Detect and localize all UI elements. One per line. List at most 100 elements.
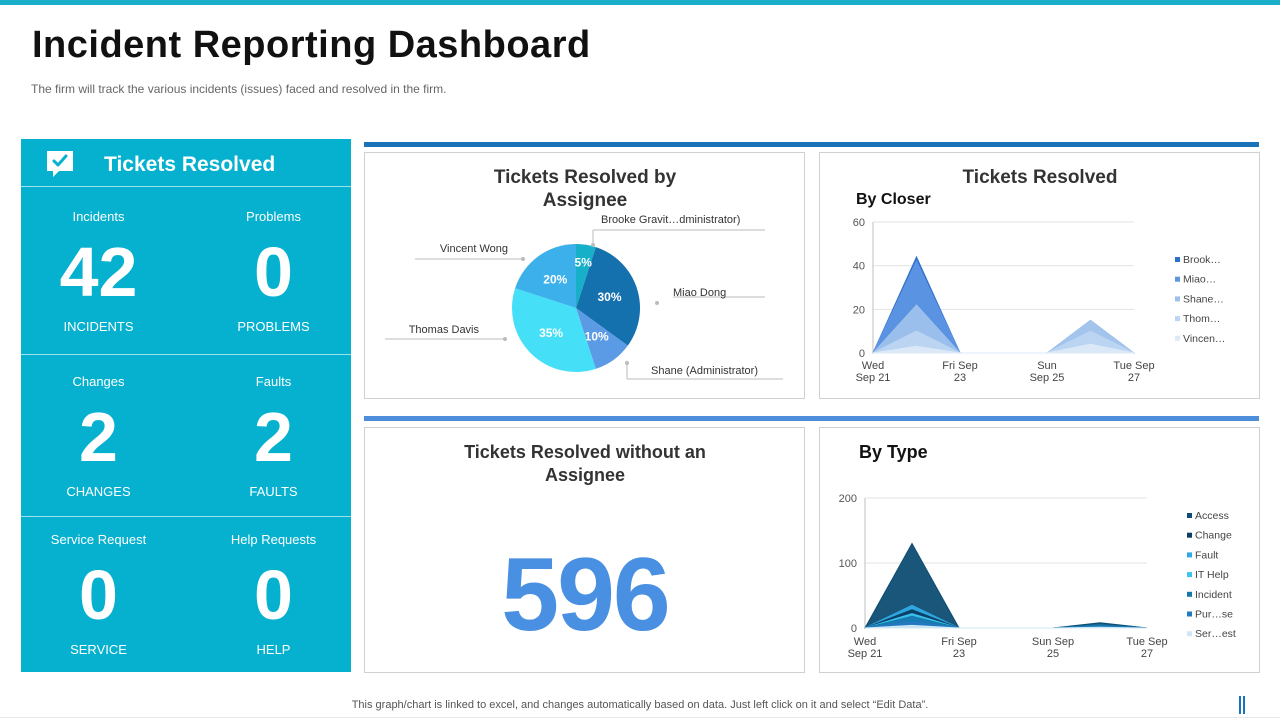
footer-marker bbox=[1243, 696, 1245, 714]
x-tick-label: Sun Sep bbox=[1032, 636, 1074, 648]
legend-label: Pur…se bbox=[1195, 609, 1233, 621]
x-tick-label: 27 bbox=[1128, 372, 1140, 384]
metric-service: Service Request 0 SERVICE bbox=[21, 532, 176, 657]
footer-note: This graph/chart is linked to excel, and… bbox=[351, 699, 929, 711]
x-tick-label: Wed bbox=[862, 360, 884, 372]
x-tick-label: 27 bbox=[1141, 648, 1153, 660]
legend-label: Change bbox=[1195, 530, 1232, 542]
metric-label: Service Request bbox=[50, 532, 147, 547]
pie-card[interactable]: Tickets Resolved by Assignee 30% Miao Don… bbox=[364, 152, 805, 399]
pie-slice bbox=[576, 247, 641, 346]
x-tick-label: Tue Sep bbox=[1113, 360, 1154, 372]
panel-divider bbox=[21, 354, 351, 355]
no-assignee-title: Tickets Resolved without an Assignee bbox=[435, 441, 735, 487]
metric-caption: HELP bbox=[256, 642, 291, 657]
metric-caption: CHANGES bbox=[66, 484, 131, 499]
metric-label: Problems bbox=[246, 209, 301, 224]
pie-slice bbox=[515, 244, 576, 308]
legend-swatch bbox=[1175, 276, 1180, 282]
pie-slice-label: Vincent Wong bbox=[440, 243, 508, 255]
x-tick-label: Fri Sep bbox=[941, 636, 976, 648]
legend-label: IT Help bbox=[1195, 569, 1229, 581]
footer-divider bbox=[0, 717, 1280, 718]
legend-label: Shane… bbox=[1183, 293, 1224, 305]
panel-title: Tickets Resolved bbox=[104, 153, 276, 176]
x-tick-label: 25 bbox=[1047, 648, 1059, 660]
page-title: Incident Reporting Dashboard bbox=[32, 24, 591, 66]
y-tick-label: 100 bbox=[839, 558, 857, 570]
panel-header: Tickets Resolved bbox=[21, 139, 351, 187]
legend-label: Vincen… bbox=[1183, 333, 1225, 345]
pie-slice bbox=[576, 244, 596, 308]
metric-value: 0 bbox=[254, 233, 293, 311]
ticket-check-icon bbox=[47, 151, 73, 177]
metric-problems: Problems 0 PROBLEMS bbox=[196, 209, 351, 334]
by-closer-card[interactable]: Tickets Resolved By Closer 0 20 40 60 Wed Sep… bbox=[819, 152, 1260, 399]
pie-slice-percent: 20% bbox=[543, 273, 567, 287]
section-accent-line bbox=[364, 416, 1259, 421]
x-tick-label: Tue Sep bbox=[1126, 636, 1167, 648]
footer-marker bbox=[1239, 696, 1241, 714]
metric-label: Help Requests bbox=[230, 532, 317, 547]
top-accent-bar bbox=[0, 0, 1280, 5]
tickets-resolved-panel: Tickets Resolved Incidents 42 INCIDENTS … bbox=[21, 139, 351, 672]
pie-slice-percent: 30% bbox=[597, 290, 621, 304]
area-series bbox=[864, 624, 1148, 629]
pie-title-line2: Assignee bbox=[542, 190, 628, 211]
legend-swatch bbox=[1187, 532, 1192, 538]
legend-swatch bbox=[1187, 552, 1192, 558]
pie-leader-dot bbox=[655, 301, 659, 305]
by-type-card[interactable]: By Type 0 100 200 Wed Sep 21 Fri Sep 23 Sun Sep… bbox=[819, 427, 1260, 673]
legend-swatch bbox=[1175, 335, 1180, 341]
y-tick-label: 0 bbox=[851, 623, 857, 635]
x-tick-label: 23 bbox=[954, 372, 966, 384]
pie-slice-label: Miao Dong bbox=[673, 287, 726, 299]
metric-caption: PROBLEMS bbox=[237, 319, 310, 334]
metric-help: Help Requests 0 HELP bbox=[196, 532, 351, 657]
by-type-title: By Type bbox=[859, 442, 928, 462]
pie-slice-label: Thomas Davis bbox=[409, 324, 480, 336]
x-tick-label: Wed bbox=[854, 636, 876, 648]
pie-slice-percent: 5% bbox=[575, 256, 593, 270]
x-tick-label: Sep 25 bbox=[1030, 372, 1065, 384]
pie-chart-title: Tickets Resolved by Assignee bbox=[475, 166, 695, 212]
page-subtitle: The firm will track the various incident… bbox=[31, 82, 447, 96]
metric-value: 0 bbox=[79, 556, 118, 634]
x-tick-label: Sep 21 bbox=[856, 372, 891, 384]
legend-label: Miao… bbox=[1183, 274, 1216, 286]
legend-label: Ser…est bbox=[1195, 628, 1236, 640]
metric-incidents: Incidents 42 INCIDENTS bbox=[21, 209, 176, 334]
pie-title-line1: Tickets Resolved by bbox=[493, 167, 677, 188]
pie-slice-label: Shane (Administrator) bbox=[651, 365, 758, 377]
legend-label: Incident bbox=[1195, 589, 1232, 601]
metric-value: 2 bbox=[254, 398, 293, 476]
pie-slice bbox=[576, 308, 628, 369]
metric-label: Incidents bbox=[72, 209, 125, 224]
metric-caption: SERVICE bbox=[70, 642, 127, 657]
metric-value: 2 bbox=[79, 398, 118, 476]
resolved-card-title: Tickets Resolved bbox=[962, 167, 1118, 188]
metric-caption: INCIDENTS bbox=[63, 319, 134, 334]
y-tick-label: 40 bbox=[853, 261, 865, 273]
no-assignee-value: 596 bbox=[501, 537, 671, 653]
pie-slice bbox=[511, 288, 596, 373]
x-tick-label: Sun bbox=[1037, 360, 1057, 372]
metric-label: Faults bbox=[255, 374, 292, 389]
pie-slice-percent: 35% bbox=[539, 326, 563, 340]
area-series bbox=[872, 343, 1135, 354]
legend-swatch bbox=[1187, 611, 1192, 617]
legend-label: Fault bbox=[1195, 549, 1218, 561]
legend-swatch bbox=[1187, 631, 1192, 637]
x-tick-label: 23 bbox=[953, 648, 965, 660]
y-tick-label: 60 bbox=[853, 217, 865, 229]
pie-slice-percent: 10% bbox=[585, 330, 609, 344]
metric-faults: Faults 2 FAULTS bbox=[196, 374, 351, 499]
legend-swatch bbox=[1187, 513, 1192, 518]
metric-caption: FAULTS bbox=[249, 484, 298, 499]
pie-slice-label: Brooke Gravit…dministrator) bbox=[601, 214, 740, 226]
panel-divider bbox=[21, 516, 351, 517]
no-assignee-title-line2: Assignee bbox=[544, 465, 626, 485]
